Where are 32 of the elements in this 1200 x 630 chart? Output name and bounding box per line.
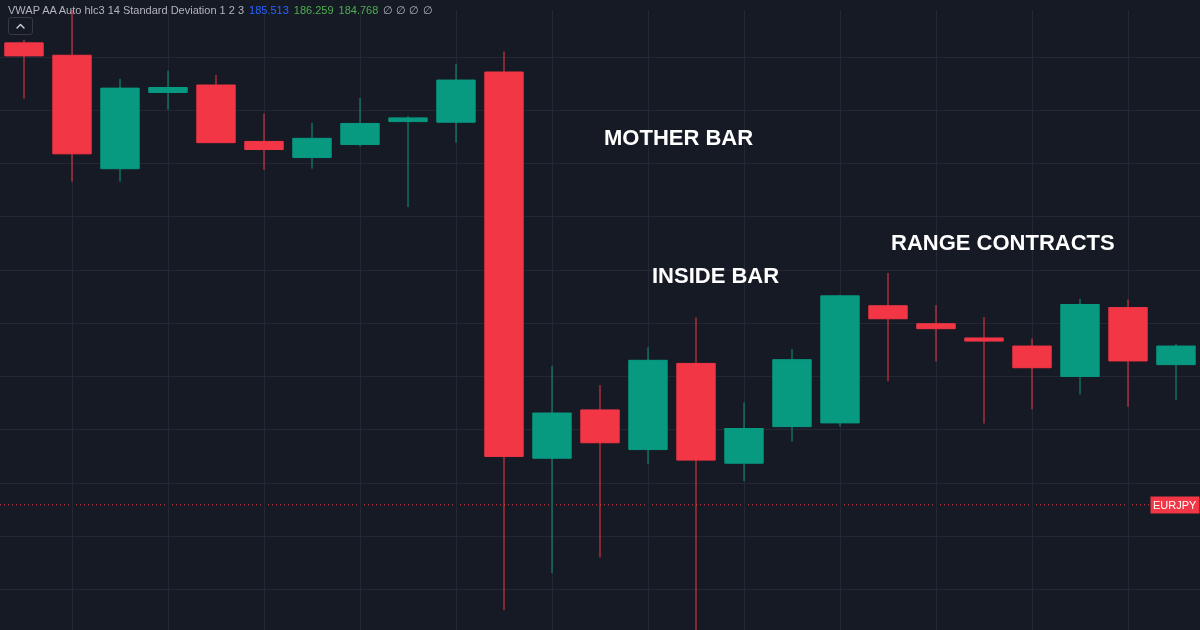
candlestick — [4, 39, 44, 100]
annotation: VWAP AA Auto hlc3 14 Standard Deviation 1 2 3 — [8, 4, 245, 16]
candlestick — [292, 122, 332, 170]
annotation: ∅ ∅ ∅ ∅ — [383, 4, 433, 16]
candlestick — [1060, 298, 1100, 395]
candlestick — [1012, 338, 1052, 410]
annotation: INSIDE BAR — [652, 263, 780, 288]
candlestick — [868, 272, 908, 382]
candlestick — [628, 346, 668, 465]
annotation: 184.768 — [338, 4, 379, 16]
annotation: 185.513 — [249, 4, 289, 16]
candlestick — [436, 63, 476, 144]
annotation: 186.259 — [293, 4, 334, 16]
annotation: MOTHER BAR — [604, 125, 754, 150]
candlestick — [772, 348, 812, 443]
candlestick — [244, 113, 284, 171]
candlestick — [340, 97, 380, 147]
candlestick — [196, 74, 236, 144]
candlestick — [148, 70, 188, 111]
candlestick — [388, 115, 428, 208]
candlestick — [484, 51, 524, 611]
candlestick — [1108, 299, 1148, 408]
candlestick — [916, 304, 956, 363]
candlestick — [580, 384, 620, 558]
candlestick — [1156, 343, 1196, 401]
candlestick — [964, 316, 1004, 425]
ref-line-label: EURJPY — [1153, 499, 1198, 511]
annotation: RANGE CONTRACTS — [891, 230, 1115, 255]
candlestick — [820, 294, 860, 428]
candlestick — [724, 401, 764, 482]
candlestick — [676, 317, 716, 630]
candlestick — [100, 78, 140, 183]
